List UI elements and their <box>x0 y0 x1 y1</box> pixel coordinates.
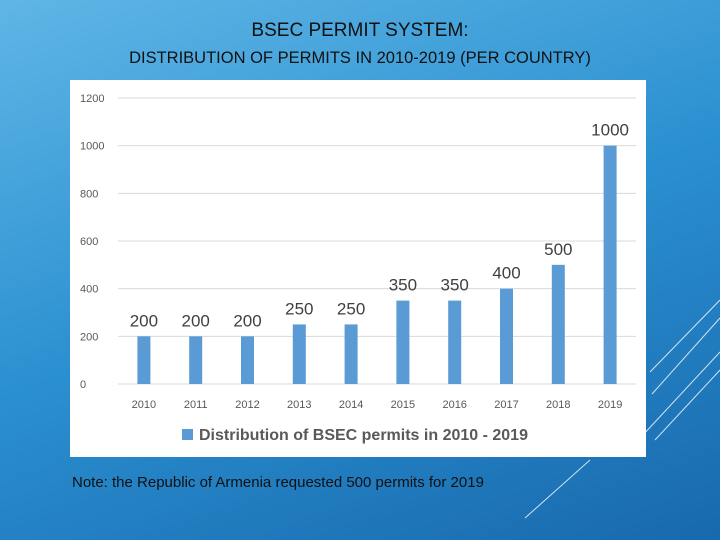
x-tick-label: 2019 <box>598 399 622 411</box>
bars <box>137 145 617 384</box>
bar <box>396 300 410 384</box>
y-axis-ticks: 0 200 400 600 800 1000 1200 <box>80 93 104 391</box>
data-label: 250 <box>337 299 365 318</box>
deco-line <box>649 299 720 373</box>
gridlines <box>118 97 636 385</box>
y-tick-label: 800 <box>80 188 98 200</box>
data-label: 200 <box>182 311 210 330</box>
bar <box>241 336 254 384</box>
slide-title: BSEC PERMIT SYSTEM: <box>251 20 469 41</box>
bar <box>551 264 565 384</box>
data-label: 200 <box>233 311 261 330</box>
x-tick-label: 2012 <box>235 399 259 411</box>
x-tick-label: 2010 <box>132 399 156 411</box>
y-tick-label: 600 <box>80 236 98 248</box>
y-tick-label: 1000 <box>80 141 104 153</box>
y-tick-label: 200 <box>80 331 98 343</box>
x-tick-label: 2013 <box>287 399 311 411</box>
legend: Distribution of BSEC permits in 2010 - 2… <box>182 427 528 444</box>
data-label: 1000 <box>591 121 629 140</box>
deco-line <box>654 369 720 441</box>
data-labels: 200 200 200 250 250 350 350 400 500 1000 <box>130 121 629 331</box>
y-tick-label: 0 <box>80 379 86 391</box>
deco-line <box>641 351 720 437</box>
data-label: 250 <box>285 299 313 318</box>
data-label: 350 <box>441 276 469 295</box>
chart-panel: 0 200 400 600 800 1000 1200 200 200 200 250 250 350… <box>70 80 646 457</box>
bar-chart: 0 200 400 600 800 1000 1200 200 200 200 250 250 350… <box>80 93 636 444</box>
bar <box>137 336 151 384</box>
deco-line <box>651 317 720 395</box>
legend-swatch <box>182 429 193 440</box>
x-tick-label: 2014 <box>339 399 363 411</box>
bar <box>448 300 462 384</box>
x-tick-label: 2015 <box>391 399 415 411</box>
data-label: 350 <box>389 276 417 295</box>
bar <box>292 324 306 384</box>
y-tick-label: 400 <box>80 284 98 296</box>
x-tick-label: 2018 <box>546 399 570 411</box>
footnote: Note: the Republic of Armenia requested … <box>72 474 484 491</box>
x-tick-label: 2011 <box>184 399 208 411</box>
bar <box>344 324 358 384</box>
x-axis-ticks: 2010 2011 2012 2013 2014 2015 2016 2017 2018 2019 <box>132 399 623 411</box>
data-label: 400 <box>492 264 520 283</box>
data-label: 500 <box>544 240 572 259</box>
y-tick-label: 1200 <box>80 93 104 105</box>
deco-line <box>524 459 591 519</box>
x-tick-label: 2016 <box>442 399 466 411</box>
slide-subtitle: DISTRIBUTION OF PERMITS IN 2010-2019 (PE… <box>129 49 591 67</box>
bar <box>500 288 513 384</box>
data-label: 200 <box>130 311 158 330</box>
bar <box>603 145 617 384</box>
x-tick-label: 2017 <box>494 399 518 411</box>
legend-label: Distribution of BSEC permits in 2010 - 2… <box>199 427 528 444</box>
bar <box>189 336 203 384</box>
